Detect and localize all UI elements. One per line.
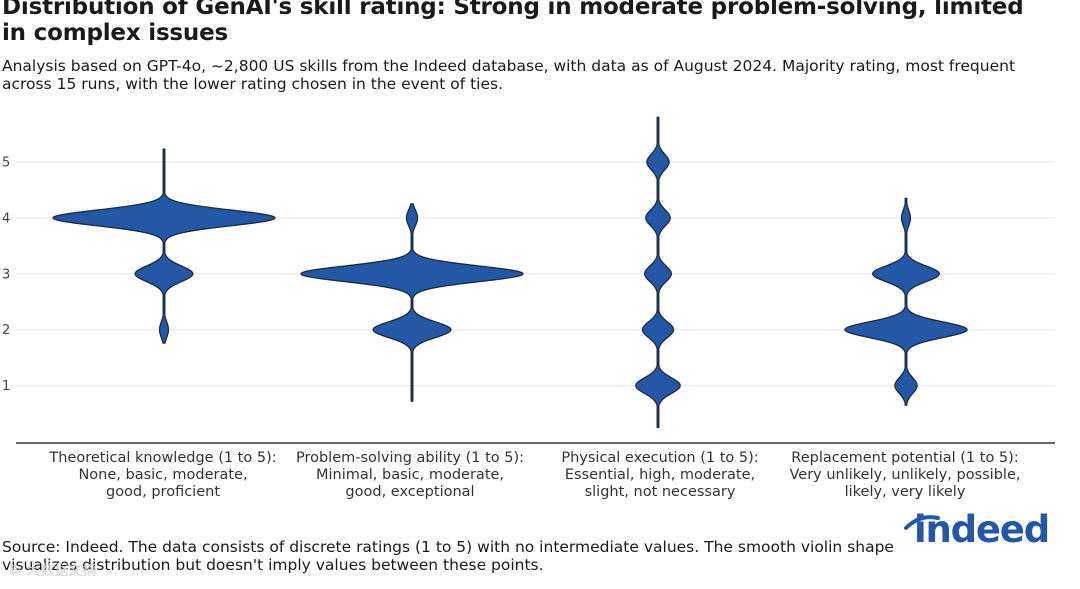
- category-label-physical: Physical execution (1 to 5): Essential, …: [535, 450, 785, 501]
- y-tick-label: 3: [2, 267, 10, 282]
- watermark: © 大数据文摘: [8, 563, 97, 579]
- source-note: Source: Indeed. The data consists of dis…: [2, 538, 894, 574]
- y-tick-label: 2: [2, 323, 10, 338]
- category-scale-line: Minimal, basic, moderate,: [315, 467, 505, 483]
- violin-theoretical-knowledge: [52, 148, 276, 344]
- logo-text: indeed: [914, 508, 1050, 551]
- category-scale-line: Very unlikely, unlikely, possible,: [789, 467, 1021, 483]
- violins: [52, 116, 968, 429]
- category-label-theoretical: Theoretical knowledge (1 to 5): None, ba…: [38, 450, 288, 501]
- category-scale-line: slight, not necessary: [584, 484, 736, 500]
- violin-physical-execution: [635, 116, 681, 429]
- category-scale-line: likely, very likely: [844, 484, 966, 500]
- category-label-replacement: Replacement potential (1 to 5): Very unl…: [780, 450, 1030, 501]
- y-tick-label: 4: [2, 211, 10, 226]
- category-scale-line: good, proficient: [105, 484, 221, 500]
- y-tick-label: 1: [2, 379, 10, 394]
- category-scale-line: good, exceptional: [345, 484, 475, 500]
- category-name: Problem-solving ability (1 to 5):: [295, 450, 525, 466]
- indeed-logo: indeed: [898, 508, 1058, 562]
- category-scale-line: None, basic, moderate,: [78, 467, 248, 483]
- category-label-problem-solving: Problem-solving ability (1 to 5): Minima…: [285, 450, 535, 501]
- category-name: Theoretical knowledge (1 to 5):: [49, 450, 277, 466]
- y-axis-ticks: 1 2 3 4 5: [2, 156, 10, 395]
- chart-subtitle: Analysis based on GPT-4o, ~2,800 US skil…: [2, 57, 1016, 93]
- category-scale-line: Essential, high, moderate,: [564, 467, 756, 483]
- violin-replacement-potential: [844, 197, 968, 406]
- chart-title: Distribution of GenAI's skill rating: St…: [2, 0, 1024, 46]
- violin-problem-solving-ability: [300, 203, 524, 402]
- y-tick-label: 5: [2, 156, 10, 171]
- category-name: Physical execution (1 to 5):: [561, 450, 759, 466]
- category-name: Replacement potential (1 to 5):: [791, 450, 1019, 466]
- logo-arc-icon: [904, 515, 940, 530]
